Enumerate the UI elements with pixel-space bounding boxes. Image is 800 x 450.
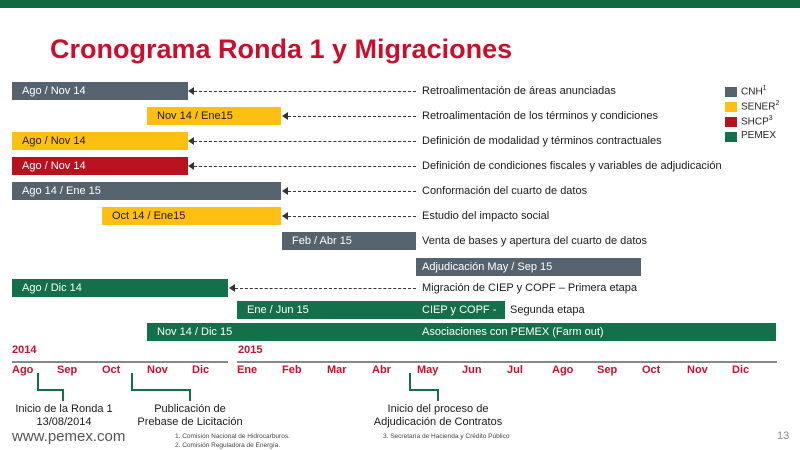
legend-swatch-sener (725, 102, 737, 112)
page-number: 13 (777, 430, 790, 442)
month-nov-2014: Nov (147, 364, 168, 376)
arrow-head-row-9 (229, 284, 235, 292)
month-ago-2014: Ago (12, 364, 34, 376)
arrow-head-row-4 (188, 162, 194, 170)
timeline-axis-2015 (237, 361, 777, 363)
gantt-bar-row-2: Nov 14 / Ene15 (147, 107, 281, 125)
gantt-bar-row-11: Nov 14 / Dic 15 Asociaciones con PEMEX (… (147, 323, 776, 341)
milestone-1-label: Inicio de la Ronda 1 13/08/2014 (6, 403, 122, 429)
timeline-axis-2014 (12, 361, 228, 363)
row-1-description: Retroalimentación de áreas anunciadas (422, 85, 616, 97)
milestone-1-connector-vertical (37, 373, 39, 389)
footnote-2: 2. Comisión Reguladora de Energía. (175, 442, 281, 449)
legend-swatch-shcp (725, 117, 737, 127)
milestone-2-line1: Publicación de (154, 403, 226, 415)
row-3-description: Definición de modalidad y términos contr… (422, 135, 662, 147)
dashed-connector-row-3 (194, 141, 416, 142)
dashed-connector-row-2 (288, 116, 416, 117)
row-11-description: Asociaciones con PEMEX (Farm out) (422, 326, 604, 338)
row-6-description: Estudio del impacto social (422, 210, 550, 222)
month-may-2015: May (417, 364, 439, 376)
gantt-bar-row-8: Adjudicación May / Sep 15 (416, 258, 641, 276)
dashed-connector-row-6 (288, 216, 416, 217)
month-dic-2015: Dic (732, 364, 750, 376)
month-jun-2015: Jun (462, 364, 482, 376)
page-title: Cronograma Ronda 1 y Migraciones (50, 34, 513, 64)
legend-label-pemex: PEMEX (741, 130, 777, 141)
dashed-connector-row-1 (194, 91, 416, 92)
legend-swatch-pemex (725, 132, 737, 142)
legend-label-sener: SENER2 (741, 100, 780, 113)
arrow-head-row-6 (282, 212, 288, 220)
milestone-3-line1: Inicio del proceso de (387, 403, 489, 415)
milestone-2-line2: Prebase de Licitación (137, 416, 243, 428)
month-sep-2015: Sep (597, 364, 618, 376)
month-dic-2014: Dic (192, 364, 210, 376)
milestone-1-connector-horizontal (37, 389, 64, 391)
milestone-2-connector-drop (189, 389, 191, 401)
dashed-connector-row-5 (288, 191, 416, 192)
legend-label-shcp: SHCP3 (741, 115, 773, 128)
month-ago-2015: Ago (552, 364, 574, 376)
arrow-head-row-1 (188, 87, 194, 95)
month-feb-2015: Feb (282, 364, 302, 376)
gantt-bar-row-1: Ago / Nov 14 (12, 82, 188, 100)
milestone-2-connector-vertical (131, 373, 133, 389)
dashed-connector-row-4 (194, 166, 416, 167)
year-label-2014: 2014 (12, 344, 37, 356)
row-7-description: Venta de bases y apertura del cuarto de … (422, 235, 648, 247)
month-mar-2015: Mar (327, 364, 347, 376)
row-10-description-after: Segunda etapa (510, 304, 585, 316)
top-accent-bar (0, 0, 800, 8)
month-jul-2015: Jul (507, 364, 523, 376)
milestone-3-label: Inicio del proceso de Adjudicación de Co… (370, 403, 506, 429)
row-5-description: Conformación del cuarto de datos (422, 185, 588, 197)
year-label-2015: 2015 (238, 344, 263, 356)
milestone-3-connector-vertical (409, 373, 411, 389)
gantt-bar-row-9: Ago / Dic 14 (12, 279, 228, 297)
milestone-1-connector-drop (62, 389, 64, 401)
month-oct-2015: Oct (642, 364, 661, 376)
month-oct-2014: Oct (102, 364, 121, 376)
month-ene-2015: Ene (237, 364, 258, 376)
milestone-3-connector-horizontal (409, 389, 439, 391)
month-nov-2015: Nov (687, 364, 708, 376)
gantt-bar-row-5: Ago 14 / Ene 15 (12, 182, 281, 200)
row-10-period: Ene / Jun 15 (247, 304, 309, 316)
legend-label-cnh: CNH1 (741, 85, 767, 98)
footnote-3: 3. Secretaría de Hacienda y Crédito Públ… (383, 433, 510, 440)
row-2-description: Retroalimentación de los términos y cond… (422, 110, 659, 122)
gantt-bar-row-10: Ene / Jun 15 CIEP y COPF - (237, 301, 505, 319)
milestone-3-line2: Adjudicación de Contratos (373, 416, 503, 428)
row-10-description: CIEP y COPF - (422, 304, 497, 316)
month-abr-2015: Abr (372, 364, 391, 376)
arrow-head-row-2 (282, 112, 288, 120)
row-11-period: Nov 14 / Dic 15 (157, 326, 233, 338)
arrow-head-row-5 (282, 187, 288, 195)
gantt-bar-row-4: Ago / Nov 14 (12, 157, 188, 175)
month-sep-2014: Sep (57, 364, 78, 376)
milestone-2-label: Publicación de Prebase de Licitación (128, 403, 252, 429)
row-4-description: Definición de condiciones fiscales y var… (422, 160, 722, 172)
footnote-1: 1. Comisión Nacional de Hidrocarburos. (175, 433, 290, 440)
row-9-description: Migración de CIEP y COPF – Primera etapa (422, 282, 637, 294)
arrow-head-row-3 (188, 137, 194, 145)
footer-logo[interactable]: www.pemex.com (12, 428, 126, 445)
legend-swatch-cnh (725, 87, 737, 97)
milestone-1-line1: Inicio de la Ronda 1 (15, 403, 113, 415)
gantt-bar-row-3: Ago / Nov 14 (12, 132, 188, 150)
dashed-connector-row-9 (235, 288, 416, 289)
milestone-3-connector-drop (437, 389, 439, 401)
milestone-2-connector-horizontal (131, 389, 191, 391)
gantt-bar-row-6: Oct 14 / Ene15 (102, 207, 281, 225)
milestone-1-line2: 13/08/2014 (36, 416, 92, 428)
gantt-bar-row-7: Feb / Abr 15 (282, 232, 416, 250)
